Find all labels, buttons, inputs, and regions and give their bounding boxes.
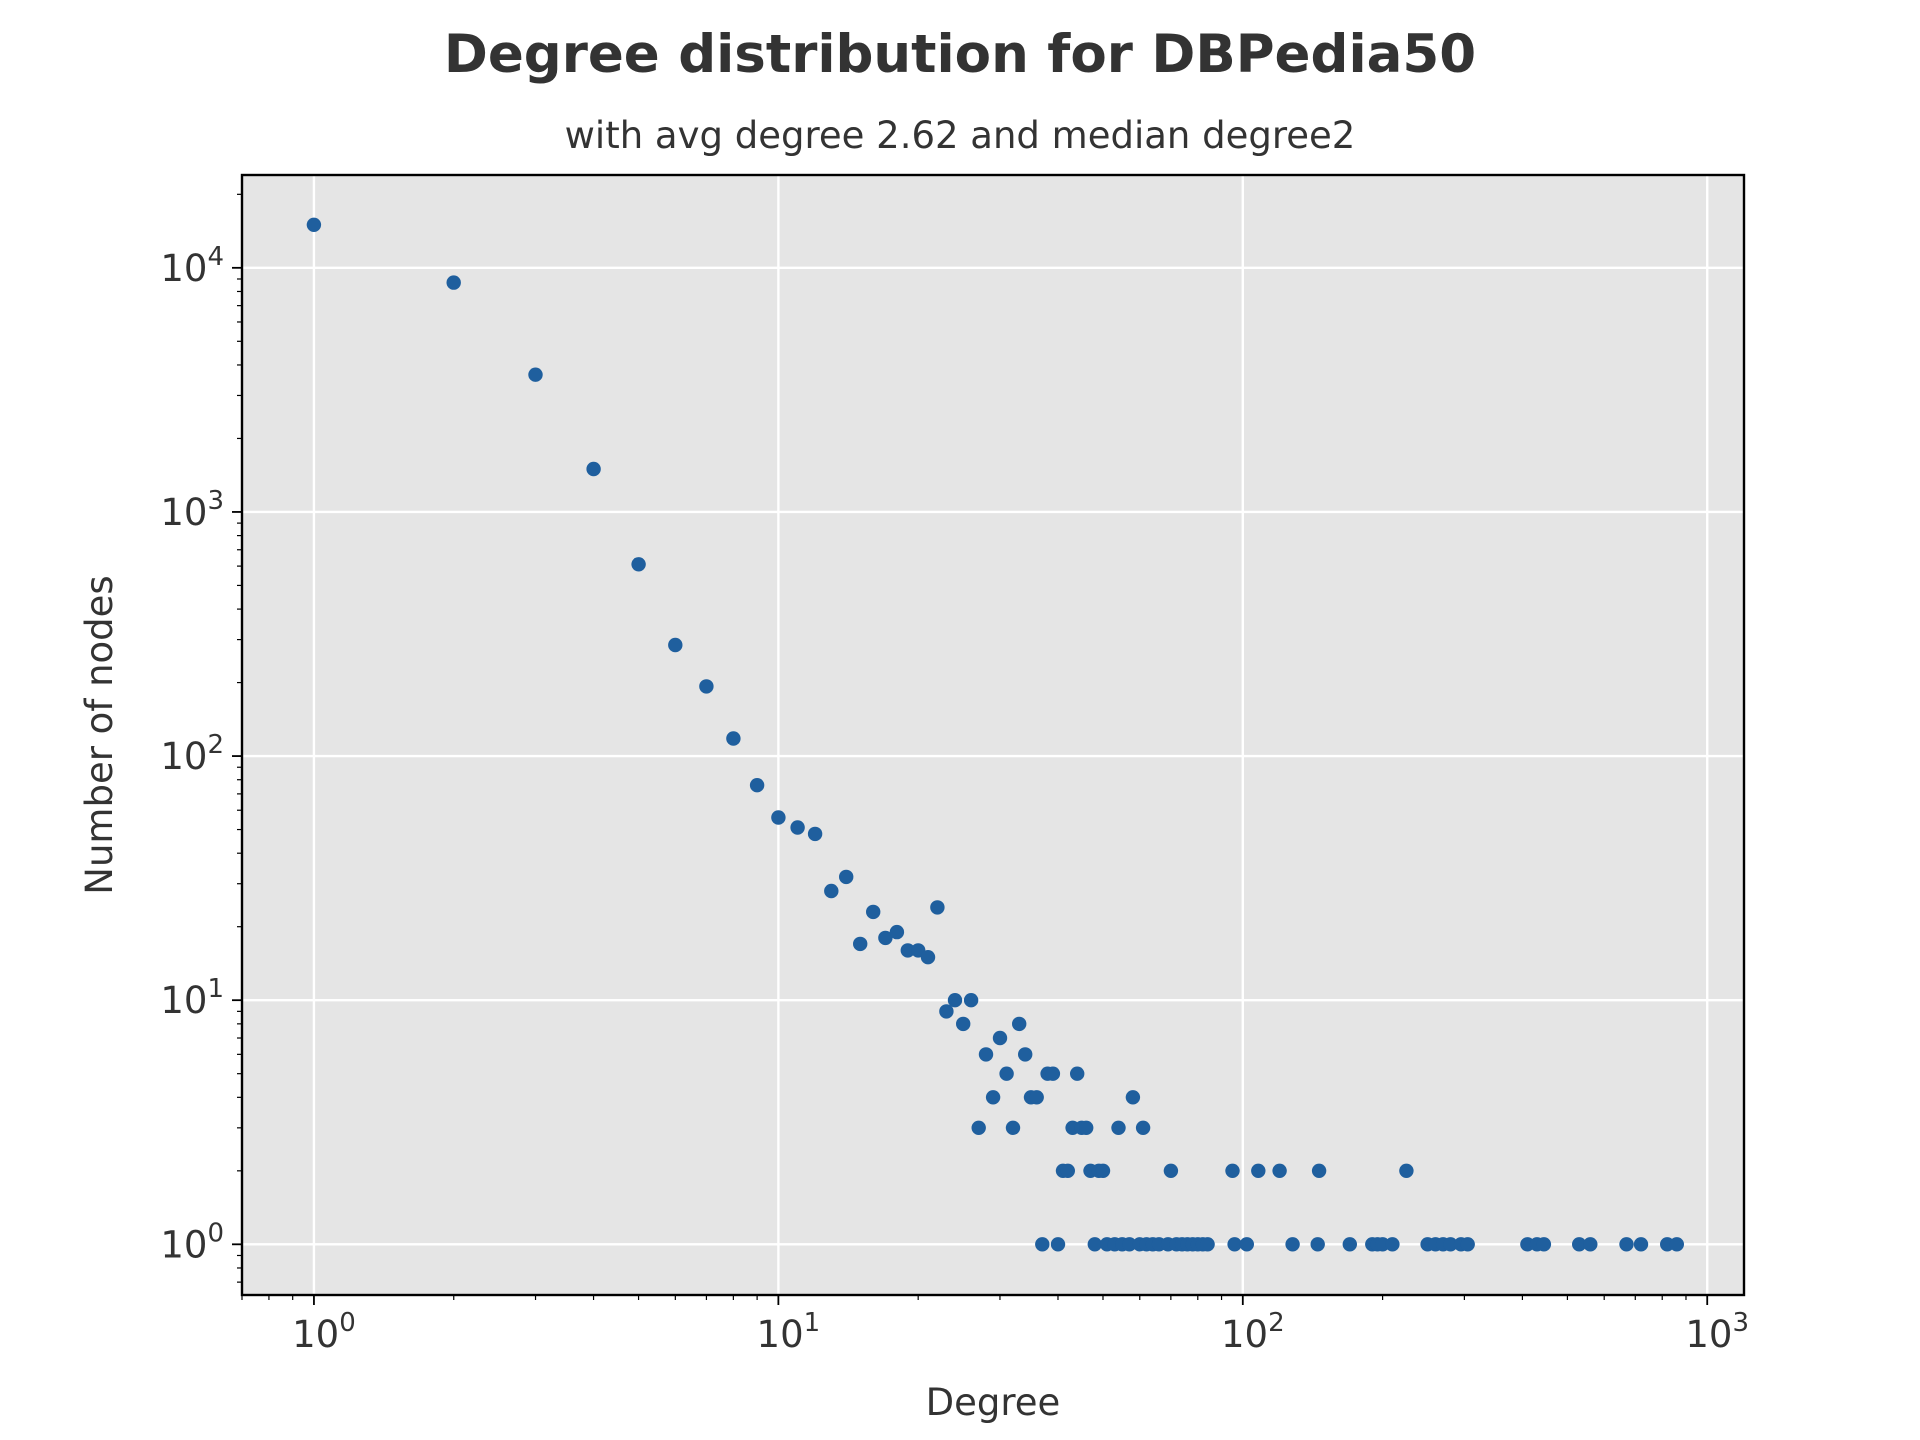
x-tick-label: 102 (1221, 1308, 1285, 1356)
data-point (1272, 1163, 1287, 1179)
x-axis: 100 101 102 103 (241, 1295, 1749, 1356)
y-tick-label: 102 (160, 730, 224, 778)
data-point (1087, 1237, 1103, 1252)
data-point (1012, 1016, 1027, 1032)
chart-title: Degree distribution for DBPedia50 (444, 24, 1476, 85)
x-tick-label: 100 (292, 1308, 356, 1356)
data-point (824, 883, 839, 899)
data-point (1095, 1163, 1111, 1179)
data-point (790, 820, 805, 835)
data-point (930, 900, 945, 915)
y-tick-label: 104 (160, 242, 224, 290)
data-point (1070, 1066, 1085, 1081)
data-point (1633, 1237, 1649, 1252)
data-point (807, 826, 823, 842)
data-point (1227, 1237, 1242, 1252)
data-point (668, 637, 683, 653)
data-point (1251, 1163, 1266, 1179)
data-point (1079, 1120, 1094, 1136)
data-point (985, 1090, 1001, 1105)
data-point (1399, 1163, 1414, 1179)
y-tick-label: 103 (160, 486, 224, 534)
data-point (1443, 1237, 1458, 1252)
data-point (1310, 1237, 1325, 1252)
data-point (749, 778, 765, 793)
data-point (1111, 1120, 1126, 1136)
data-point (528, 367, 543, 382)
y-axis: 100 101 102 103 104 (160, 193, 242, 1283)
data-point (446, 275, 461, 290)
data-point (586, 461, 601, 477)
data-point (889, 924, 905, 940)
data-point (1311, 1163, 1327, 1179)
data-point (1122, 1237, 1137, 1252)
data-point (1035, 1237, 1050, 1252)
y-axis-label: Number of nodes (78, 575, 121, 894)
data-point (631, 557, 646, 572)
data-point (866, 904, 881, 920)
data-point (853, 936, 868, 952)
data-point (999, 1066, 1014, 1081)
data-point (306, 217, 322, 232)
data-point (1225, 1163, 1240, 1179)
data-point (939, 1004, 954, 1019)
data-point (1460, 1237, 1475, 1252)
data-point (1536, 1237, 1552, 1252)
data-point (726, 731, 741, 746)
x-axis-label: Degree (926, 1381, 1061, 1424)
data-point (956, 1016, 971, 1032)
grid-lines (242, 175, 1744, 1295)
data-point (1045, 1066, 1061, 1081)
data-point (1572, 1237, 1587, 1252)
y-tick-label: 101 (160, 974, 224, 1022)
data-point (1050, 1237, 1066, 1252)
data-points (306, 217, 1685, 1252)
data-point (978, 1047, 994, 1062)
data-point (1060, 1163, 1076, 1179)
data-point (1285, 1237, 1300, 1252)
x-tick-label: 103 (1685, 1308, 1749, 1356)
data-point (1029, 1090, 1044, 1105)
data-point (947, 993, 963, 1008)
data-point (963, 993, 979, 1008)
data-point (1619, 1237, 1634, 1252)
chart-subtitle: with avg degree 2.62 and median degree2 (565, 114, 1356, 157)
x-tick-label: 101 (757, 1308, 821, 1356)
data-point (1163, 1163, 1179, 1179)
data-point (1135, 1120, 1151, 1136)
data-point (878, 930, 893, 946)
data-point (1583, 1237, 1598, 1252)
data-point (1125, 1090, 1141, 1105)
data-point (1239, 1237, 1255, 1252)
data-point (1342, 1237, 1358, 1252)
data-point (1017, 1047, 1033, 1062)
data-point (920, 950, 936, 965)
data-point (900, 943, 915, 958)
y-tick-label: 100 (160, 1218, 224, 1266)
data-point (699, 679, 714, 694)
data-point (971, 1120, 986, 1136)
data-point (1005, 1120, 1021, 1136)
plot-area (242, 175, 1744, 1295)
data-point (1200, 1237, 1215, 1252)
data-point (1669, 1237, 1685, 1252)
plot-frame (240, 173, 1746, 1297)
data-point (1385, 1237, 1400, 1252)
data-point (839, 869, 854, 885)
data-point (771, 810, 786, 825)
data-point (992, 1030, 1008, 1046)
